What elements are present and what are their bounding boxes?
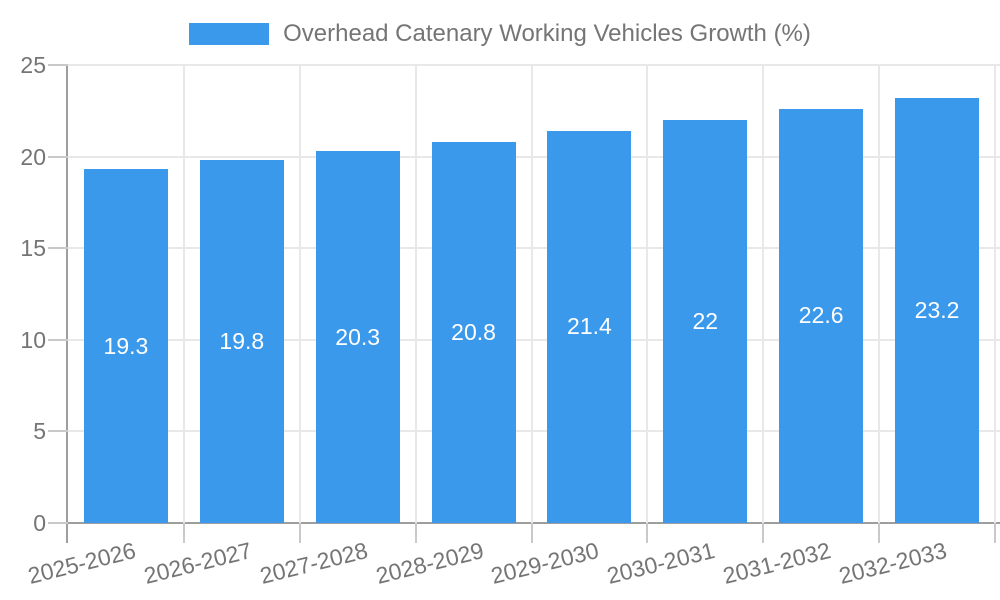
x-tick [414,523,417,543]
y-tick [48,522,68,524]
x-axis-line [68,522,1000,524]
bar: 21.4 [547,130,632,523]
x-tick [878,523,881,543]
bar: 23.2 [895,97,980,523]
x-tick [530,523,533,543]
y-axis-label: 5 [33,418,46,445]
y-axis-label: 0 [33,510,46,536]
x-tick [762,523,765,543]
x-axis-label: 2030-2031 [604,537,718,589]
y-tick [48,338,68,341]
x-gridline [298,65,301,523]
y-gridline [68,155,1000,158]
bar: 20.8 [431,141,516,523]
x-gridline [530,65,533,523]
y-gridline [68,247,1000,250]
x-axis-label: 2025-2026 [25,537,139,589]
y-axis-label: 25 [20,52,46,78]
x-gridline [414,65,417,523]
x-axis-label: 2028-2029 [372,537,486,589]
bar: 22.6 [779,108,864,523]
x-gridline [878,65,881,523]
y-gridline [68,430,1000,433]
y-gridline [68,338,1000,341]
chart-legend: Overhead Catenary Working Vehicles Growt… [0,20,1000,48]
x-gridline [994,65,996,523]
bar-value-label: 20.3 [335,323,381,350]
y-tick [48,155,68,158]
x-axis-label: 2026-2027 [141,537,255,589]
y-gridline [68,64,1000,66]
y-tick [48,247,68,250]
plot-area: 19.3 19.8 20.3 20.8 21.4 22 22.6 23.2 [68,64,1000,523]
bar-value-label: 20.8 [451,318,496,345]
y-axis-label: 10 [20,326,46,353]
x-tick [646,523,649,543]
bar-value-label: 22.6 [798,302,844,329]
y-axis-label: 15 [20,235,46,262]
x-tick [994,523,996,543]
y-tick [48,64,68,66]
bar: 20.3 [315,151,400,523]
x-axis-label: 2029-2030 [488,537,602,589]
y-axis-line [66,65,68,543]
x-axis-label: 2032-2033 [836,537,950,589]
x-gridline [762,65,765,523]
x-tick [298,523,301,543]
x-tick [182,523,185,543]
bar-value-label: 21.4 [567,313,612,340]
bar: 22 [663,119,748,523]
x-gridline [182,65,185,523]
x-gridline [646,65,649,523]
bar-value-label: 19.8 [219,328,265,355]
legend-label: Overhead Catenary Working Vehicles Growt… [283,20,811,47]
y-axis-label: 20 [20,143,46,170]
legend-swatch [189,23,270,45]
bar: 19.3 [83,169,168,523]
x-axis-label: 2027-2028 [256,537,370,589]
bar-value-label: 22 [692,307,719,334]
y-tick [48,430,68,433]
bar: 19.8 [199,160,284,523]
x-axis-label: 2031-2032 [720,537,834,589]
bar-value-label: 23.2 [914,296,960,323]
bar-value-label: 19.3 [103,332,149,359]
